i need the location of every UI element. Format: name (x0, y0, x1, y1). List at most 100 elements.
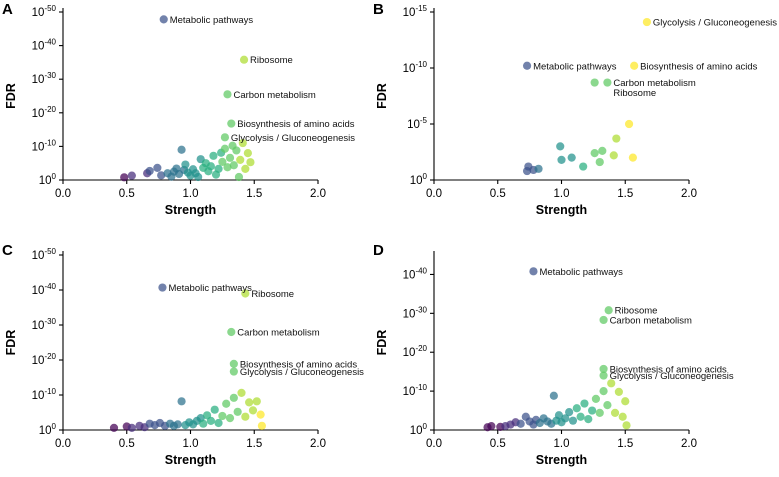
data-point (596, 158, 604, 166)
data-point (596, 409, 604, 417)
data-point (226, 154, 234, 162)
y-tick-label: 10-40 (32, 282, 57, 297)
data-point (599, 371, 607, 379)
point-annotation: Metabolic pathways (539, 267, 623, 278)
data-point (534, 165, 542, 173)
panel-letter: C (2, 242, 13, 259)
y-tick-label: 10-15 (403, 4, 428, 19)
data-point (153, 164, 161, 172)
y-tick-label: 10-10 (403, 383, 428, 398)
y-tick-label: 10-10 (403, 60, 428, 75)
point-annotation: Biosynthesis of amino acids (237, 119, 354, 130)
y-tick-label: 10-30 (32, 317, 57, 332)
point-annotation: Metabolic pathways (170, 15, 254, 26)
panel-c: C 0.0 0.5 1.0 1.5 2.0 10-50 10-40 10-30 10-20 10-1… (2, 242, 364, 467)
y-tick-label: 10-30 (403, 305, 428, 320)
data-point (240, 56, 248, 64)
point-annotation: Ribosome (613, 88, 656, 99)
data-point (605, 306, 613, 314)
y-tick-label: 100 (39, 172, 57, 187)
data-point (588, 406, 596, 414)
x-tick-label: 1.5 (246, 188, 262, 200)
data-point (207, 417, 215, 425)
point-annotation: Metabolic pathways (168, 283, 252, 294)
data-point (237, 389, 245, 397)
data-point (619, 413, 627, 421)
data-point (128, 424, 136, 432)
y-tick-label: 100 (39, 422, 57, 437)
data-point (557, 156, 565, 164)
y-tick-label: 10-10 (32, 138, 57, 153)
point-annotation: Metabolic pathways (533, 61, 617, 72)
point-annotation: Carbon metabolism (237, 328, 319, 339)
data-point (577, 413, 585, 421)
y-tick-label: 10-50 (32, 4, 57, 19)
data-point (592, 395, 600, 403)
y-tick-label: 10-20 (32, 352, 57, 367)
x-tick-label: 2.0 (310, 438, 326, 450)
data-point (599, 316, 607, 324)
x-tick-label: 0.5 (119, 438, 135, 450)
data-point (227, 328, 235, 336)
data-point (569, 417, 577, 425)
data-point (110, 424, 118, 432)
point-annotation: Carbon metabolism (233, 90, 315, 101)
point-annotation: Ribosome (250, 55, 293, 66)
data-point (222, 400, 230, 408)
data-point (611, 409, 619, 417)
data-point (241, 165, 249, 173)
data-point (181, 160, 189, 168)
data-point (579, 162, 587, 170)
y-tick-label: 10-50 (32, 247, 57, 262)
data-point (621, 397, 629, 405)
panel-letter: B (373, 1, 384, 18)
x-tick-label: 1.0 (183, 188, 199, 200)
x-axis-title: Strength (165, 453, 216, 467)
data-point (146, 167, 154, 175)
y-tick-label: 10-10 (32, 387, 57, 402)
x-tick-label: 0.0 (55, 438, 71, 450)
data-point (568, 154, 576, 162)
data-point (241, 413, 249, 421)
y-axis-title: FDR (4, 83, 18, 109)
x-tick-label: 1.0 (554, 438, 570, 450)
data-point (230, 161, 238, 169)
data-point (214, 165, 222, 173)
x-tick-label: 0.5 (490, 188, 506, 200)
data-point (221, 133, 229, 141)
data-point (232, 146, 240, 154)
data-point (209, 152, 217, 160)
data-point (625, 120, 633, 128)
point-annotation: Glycolysis / Gluconeogenesis (240, 367, 364, 378)
data-point (223, 90, 231, 98)
y-axis-title: FDR (375, 330, 389, 356)
panel-letter: A (2, 1, 13, 18)
y-tick-label: 10-20 (403, 344, 428, 359)
data-point (230, 367, 238, 375)
data-point (565, 408, 573, 416)
data-point (227, 119, 235, 127)
data-point (214, 419, 222, 427)
data-point (599, 387, 607, 395)
x-axis-title: Strength (536, 453, 587, 467)
data-point (230, 394, 238, 402)
data-point (487, 422, 495, 430)
data-point (177, 146, 185, 154)
point-annotation: Carbon metabolism (610, 315, 692, 326)
x-tick-label: 2.0 (681, 188, 697, 200)
data-point (235, 173, 243, 181)
x-tick-label: 2.0 (681, 438, 697, 450)
data-point (598, 147, 606, 155)
point-annotation: Glycolysis / Gluconeogenesis (231, 133, 355, 144)
y-tick-label: 10-40 (403, 266, 428, 281)
data-point (249, 406, 257, 414)
point-annotation: Glycolysis / Gluconeogenesis (653, 18, 777, 29)
data-point (610, 151, 618, 159)
x-tick-label: 1.0 (183, 438, 199, 450)
data-point (591, 149, 599, 157)
x-tick-label: 1.5 (617, 438, 633, 450)
panel-a: A 0.0 0.5 1.0 1.5 2.0 10-50 10-40 10-30 10-20 10-1… (2, 1, 355, 217)
x-tick-label: 1.5 (617, 188, 633, 200)
y-axis-title: FDR (375, 83, 389, 109)
